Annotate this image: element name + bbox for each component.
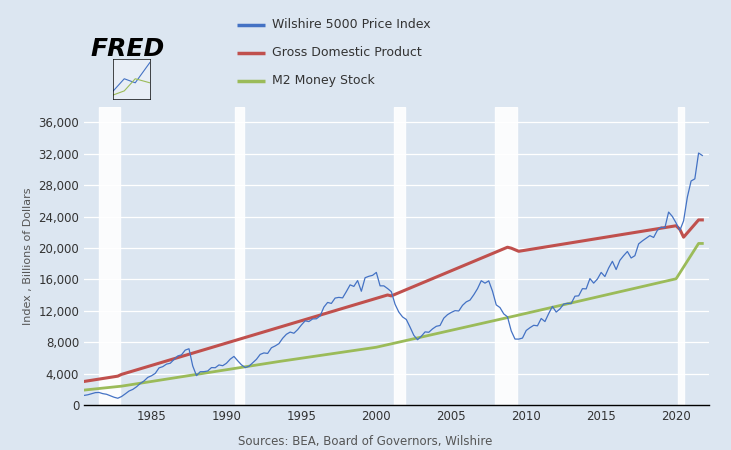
Text: M2 Money Stock: M2 Money Stock: [271, 74, 374, 87]
Bar: [678, 107, 683, 405]
Text: Wilshire 5000 Price Index: Wilshire 5000 Price Index: [271, 18, 430, 31]
Text: Sources: BEA, Board of Governors, Wilshire: Sources: BEA, Board of Governors, Wilshi…: [238, 436, 493, 449]
Text: Gross Domestic Product: Gross Domestic Product: [271, 46, 421, 59]
Bar: [394, 107, 405, 405]
Bar: [99, 107, 120, 405]
Bar: [235, 107, 244, 405]
Text: FRED: FRED: [91, 37, 164, 61]
Bar: [495, 107, 518, 405]
Y-axis label: Index , Billions of Dollars: Index , Billions of Dollars: [23, 187, 33, 324]
